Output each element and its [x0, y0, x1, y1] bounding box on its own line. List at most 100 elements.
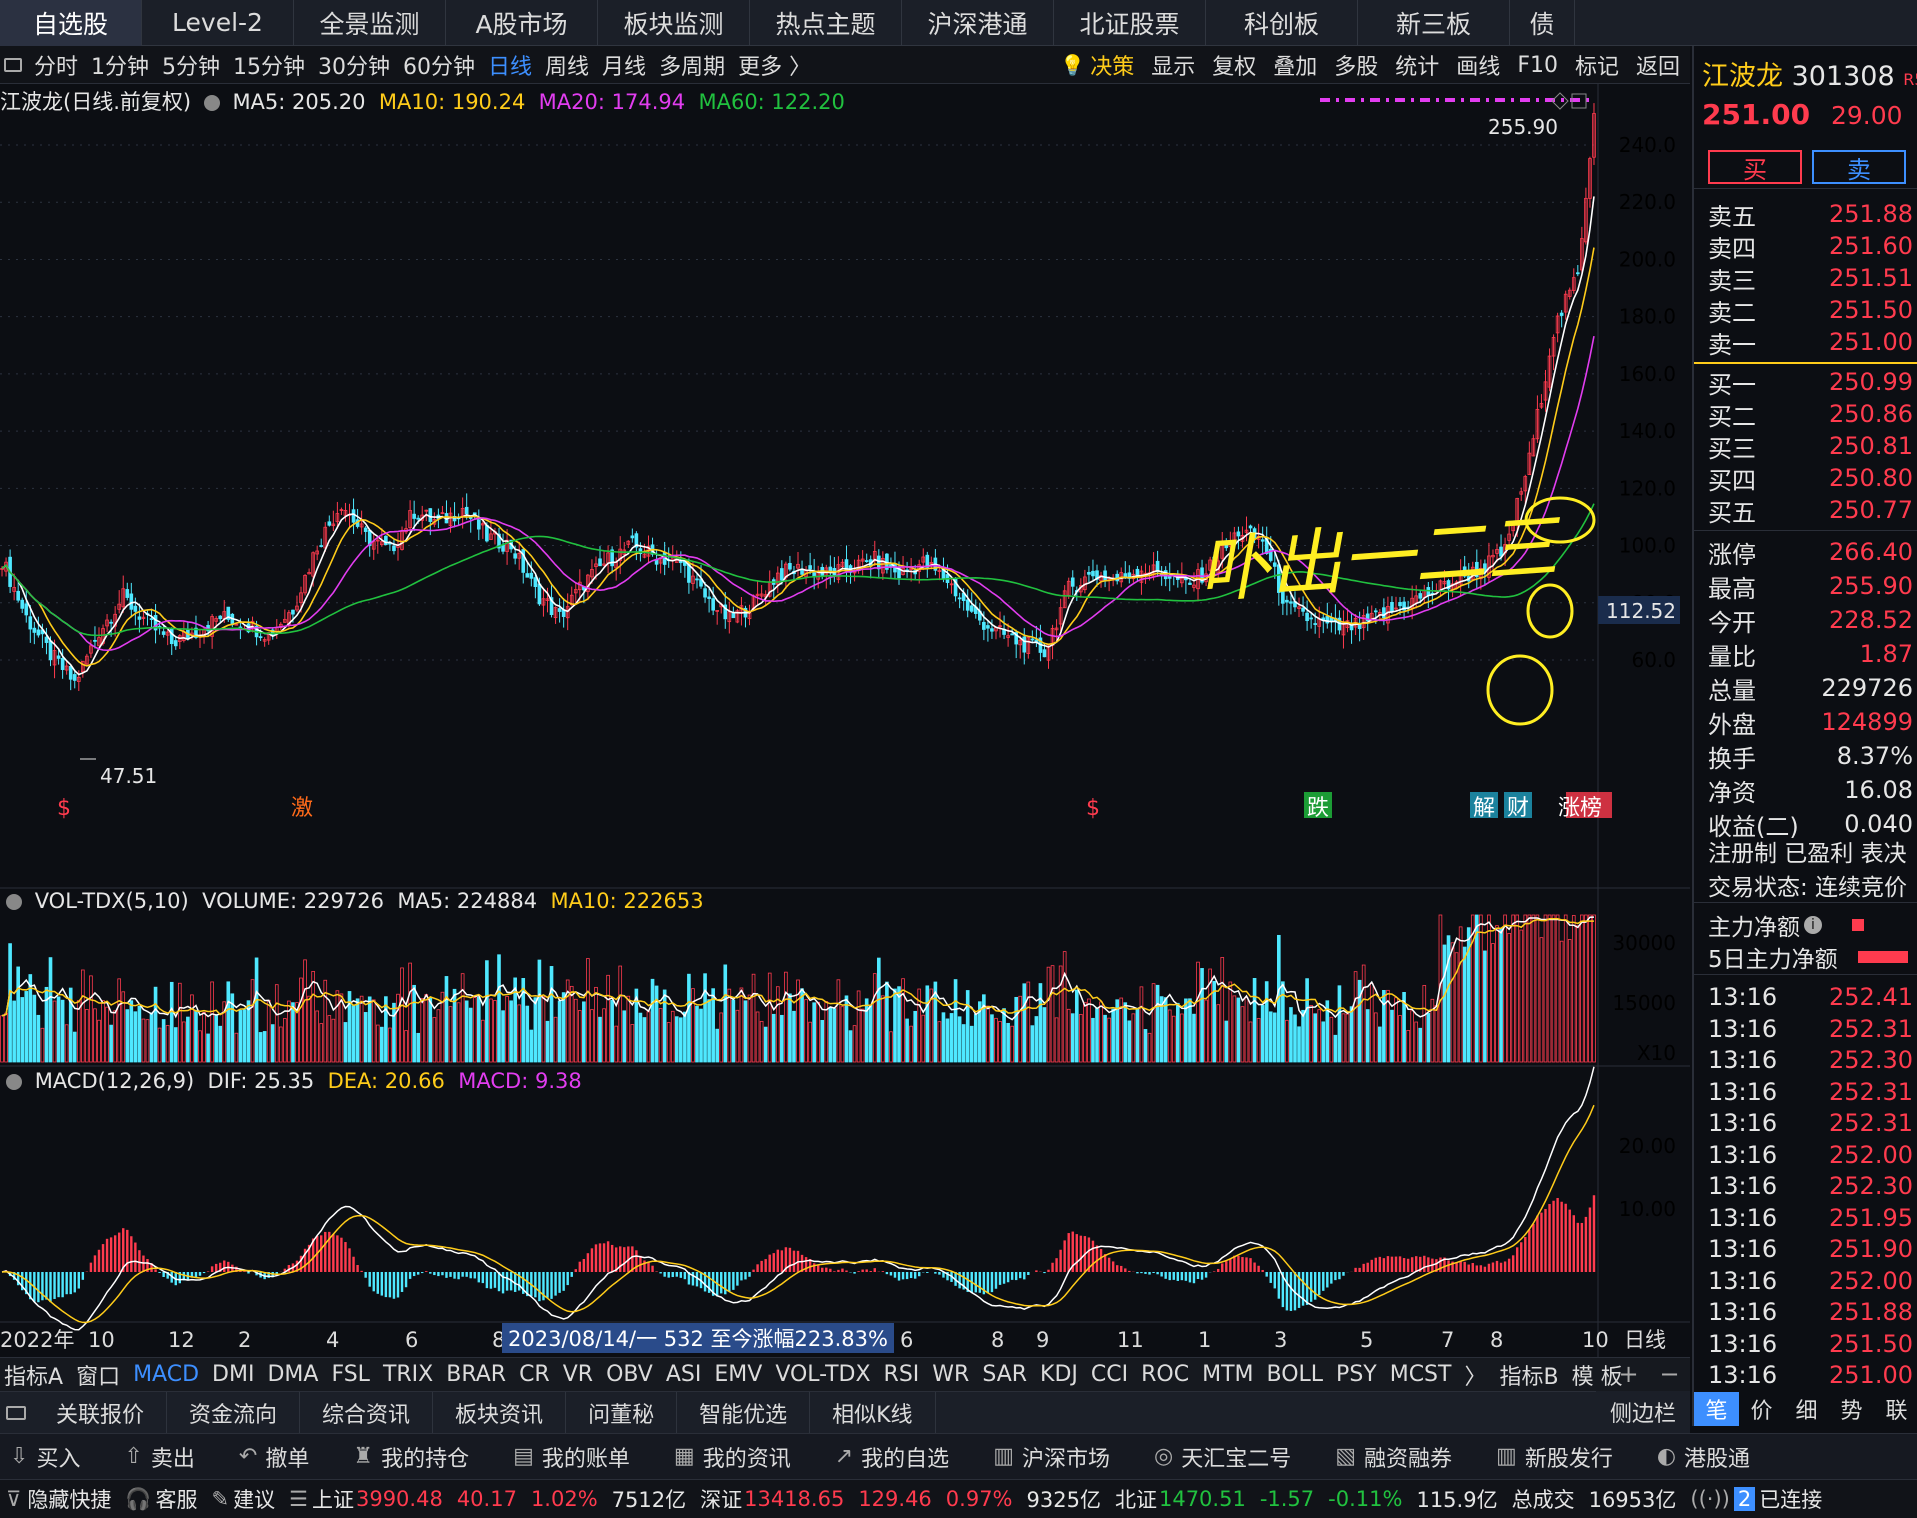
info-tab[interactable]: 关联报价	[34, 1391, 168, 1434]
event-marker[interactable]: $	[57, 796, 71, 821]
indicator-tab[interactable]: PSY	[1336, 1362, 1377, 1387]
period-tab[interactable]: 日线	[488, 54, 533, 80]
period-tab[interactable]: 多周期	[659, 54, 726, 80]
indicator-tab[interactable]: OBV	[606, 1362, 653, 1387]
info-tab[interactable]: 智能优选	[677, 1391, 811, 1434]
indicator-tab[interactable]: VR	[562, 1362, 594, 1387]
indicator-tab[interactable]: FSL	[331, 1362, 370, 1387]
chart-layout-icon[interactable]	[1571, 93, 1587, 109]
indicator-tab[interactable]: WR	[932, 1362, 970, 1387]
headset-icon[interactable]: 🎧	[125, 1486, 152, 1511]
period-tab[interactable]: 更多 〉	[738, 54, 812, 80]
indicator-tab[interactable]: SAR	[982, 1362, 1028, 1387]
trade-action[interactable]: ⇧ 卖出	[124, 1441, 194, 1473]
zoom-in-icon[interactable]: +	[1618, 1360, 1639, 1388]
info-tab[interactable]: 问董秘	[566, 1391, 678, 1434]
indicator-tab[interactable]: ROC	[1141, 1362, 1190, 1387]
indicator-tab[interactable]: EMV	[714, 1362, 763, 1387]
tool-button[interactable]: 决策	[1090, 55, 1135, 80]
top-tab[interactable]: 全景监测	[294, 0, 446, 46]
suggest-link[interactable]: 建议	[233, 1488, 276, 1512]
tool-button[interactable]: F10	[1517, 52, 1558, 78]
tool-button[interactable]: 返回	[1635, 55, 1680, 80]
info-tab[interactable]: 相似K线	[810, 1391, 936, 1434]
info-icon[interactable]: i	[1804, 916, 1822, 934]
panel-tab[interactable]: 笔	[1694, 1392, 1739, 1426]
top-tab[interactable]: 科创板	[1206, 0, 1358, 46]
indicator-tab[interactable]: 窗口	[76, 1364, 121, 1390]
kline-chart[interactable]: 240.0220.0200.0180.0160.0140.0120.0100.0…	[0, 84, 1690, 1357]
trade-action[interactable]: ▤ 我的账单	[513, 1441, 630, 1473]
indicator-tab[interactable]: RSI	[883, 1362, 920, 1387]
top-tab[interactable]: Level-2	[142, 0, 294, 46]
info-tab[interactable]: 综合资讯	[300, 1391, 434, 1434]
tool-button[interactable]: 统计	[1395, 55, 1440, 80]
bid-row[interactable]: 买一 250.99	[1708, 366, 1917, 399]
ask-row[interactable]: 卖三 251.51	[1708, 262, 1917, 295]
event-marker[interactable]: $	[1086, 796, 1100, 821]
indicator-tab[interactable]: MACD	[133, 1362, 200, 1387]
macd-toggle-icon[interactable]	[6, 1074, 22, 1090]
period-tab[interactable]: 15分钟	[233, 54, 306, 80]
sell-button[interactable]: 卖	[1812, 150, 1906, 184]
trade-action[interactable]: ▦ 我的资讯	[674, 1441, 791, 1473]
top-tab[interactable]: 债	[1510, 0, 1575, 46]
trade-action[interactable]: ◎ 天汇宝二号	[1154, 1441, 1291, 1473]
period-tab[interactable]: 5分钟	[162, 54, 221, 80]
panel-tab[interactable]: 细	[1795, 1399, 1818, 1424]
legend-toggle-icon[interactable]	[203, 95, 220, 111]
trade-action[interactable]: ♜ 我的持仓	[353, 1441, 469, 1473]
indicator-tab[interactable]: 〉	[1464, 1364, 1487, 1390]
period-tab[interactable]: 分时	[34, 54, 79, 80]
zoom-out-icon[interactable]: −	[1659, 1360, 1680, 1388]
indicator-tab[interactable]: DMA	[267, 1362, 319, 1387]
period-tab[interactable]: 30分钟	[318, 54, 391, 80]
indicator-tab[interactable]: MTM	[1202, 1362, 1254, 1387]
ask-row[interactable]: 卖五 251.88	[1708, 198, 1917, 231]
period-tab[interactable]: 月线	[602, 54, 647, 80]
ask-row[interactable]: 卖二 251.50	[1708, 294, 1917, 327]
top-tab[interactable]: 沪深港通	[902, 0, 1054, 46]
list-icon[interactable]: ☰	[289, 1487, 308, 1511]
indicator-tab[interactable]: VOL-TDX	[775, 1362, 871, 1387]
indicator-tab[interactable]: KDJ	[1040, 1362, 1078, 1387]
indicator-tab[interactable]: TRIX	[382, 1362, 434, 1387]
vol-toggle-icon[interactable]	[6, 894, 22, 910]
top-tab[interactable]: 北证股票	[1054, 0, 1206, 46]
tool-button[interactable]: 复权	[1212, 55, 1257, 80]
trade-action[interactable]: ▧ 融资融券	[1335, 1441, 1452, 1473]
tool-button[interactable]: 画线	[1456, 55, 1501, 80]
service-link[interactable]: 客服	[155, 1488, 198, 1512]
tool-button[interactable]: 多股	[1334, 55, 1379, 80]
trade-action[interactable]: ◐ 港股通	[1657, 1441, 1750, 1473]
trade-action[interactable]: ▥ 新股发行	[1496, 1441, 1613, 1473]
indicator-tab[interactable]: CR	[519, 1362, 550, 1387]
buy-button[interactable]: 买	[1708, 150, 1802, 184]
indicator-tab[interactable]: MCST	[1389, 1362, 1452, 1387]
panel-tab[interactable]: 价	[1750, 1399, 1773, 1424]
top-tab[interactable]: A股市场	[446, 0, 598, 46]
indicator-tab[interactable]: CCI	[1090, 1362, 1129, 1387]
hide-shortcuts[interactable]: 隐藏快捷	[27, 1488, 112, 1512]
top-tab[interactable]: 自选股	[0, 0, 142, 46]
chart-diamond-icon[interactable]	[1551, 92, 1569, 110]
period-tab[interactable]: 60分钟	[403, 54, 476, 80]
edit-icon[interactable]: ✎	[211, 1487, 230, 1511]
top-tab[interactable]: 板块监测	[598, 0, 750, 46]
trade-action[interactable]: ↗ 我的自选	[835, 1441, 949, 1473]
panel-toggle-icon[interactable]	[4, 57, 22, 72]
panel-tab[interactable]: 势	[1840, 1399, 1863, 1424]
trade-action[interactable]: ↶ 撤单	[239, 1441, 309, 1473]
indicator-tab[interactable]: DMI	[212, 1362, 255, 1387]
ask-row[interactable]: 卖一 251.00	[1708, 326, 1917, 359]
bid-row[interactable]: 买三 250.81	[1708, 430, 1917, 463]
bid-row[interactable]: 买五 250.77	[1708, 494, 1917, 527]
top-tab[interactable]: 热点主题	[750, 0, 902, 46]
tool-button[interactable]: 显示	[1151, 55, 1196, 80]
event-marker[interactable]: 涨榜	[1558, 796, 1602, 821]
info-tab[interactable]: 资金流向	[167, 1391, 301, 1434]
event-marker[interactable]: 财	[1507, 796, 1529, 821]
bid-row[interactable]: 买四 250.80	[1708, 462, 1917, 495]
event-marker[interactable]: 跌	[1307, 796, 1329, 821]
indicator-tab[interactable]: 指标B	[1499, 1364, 1559, 1390]
